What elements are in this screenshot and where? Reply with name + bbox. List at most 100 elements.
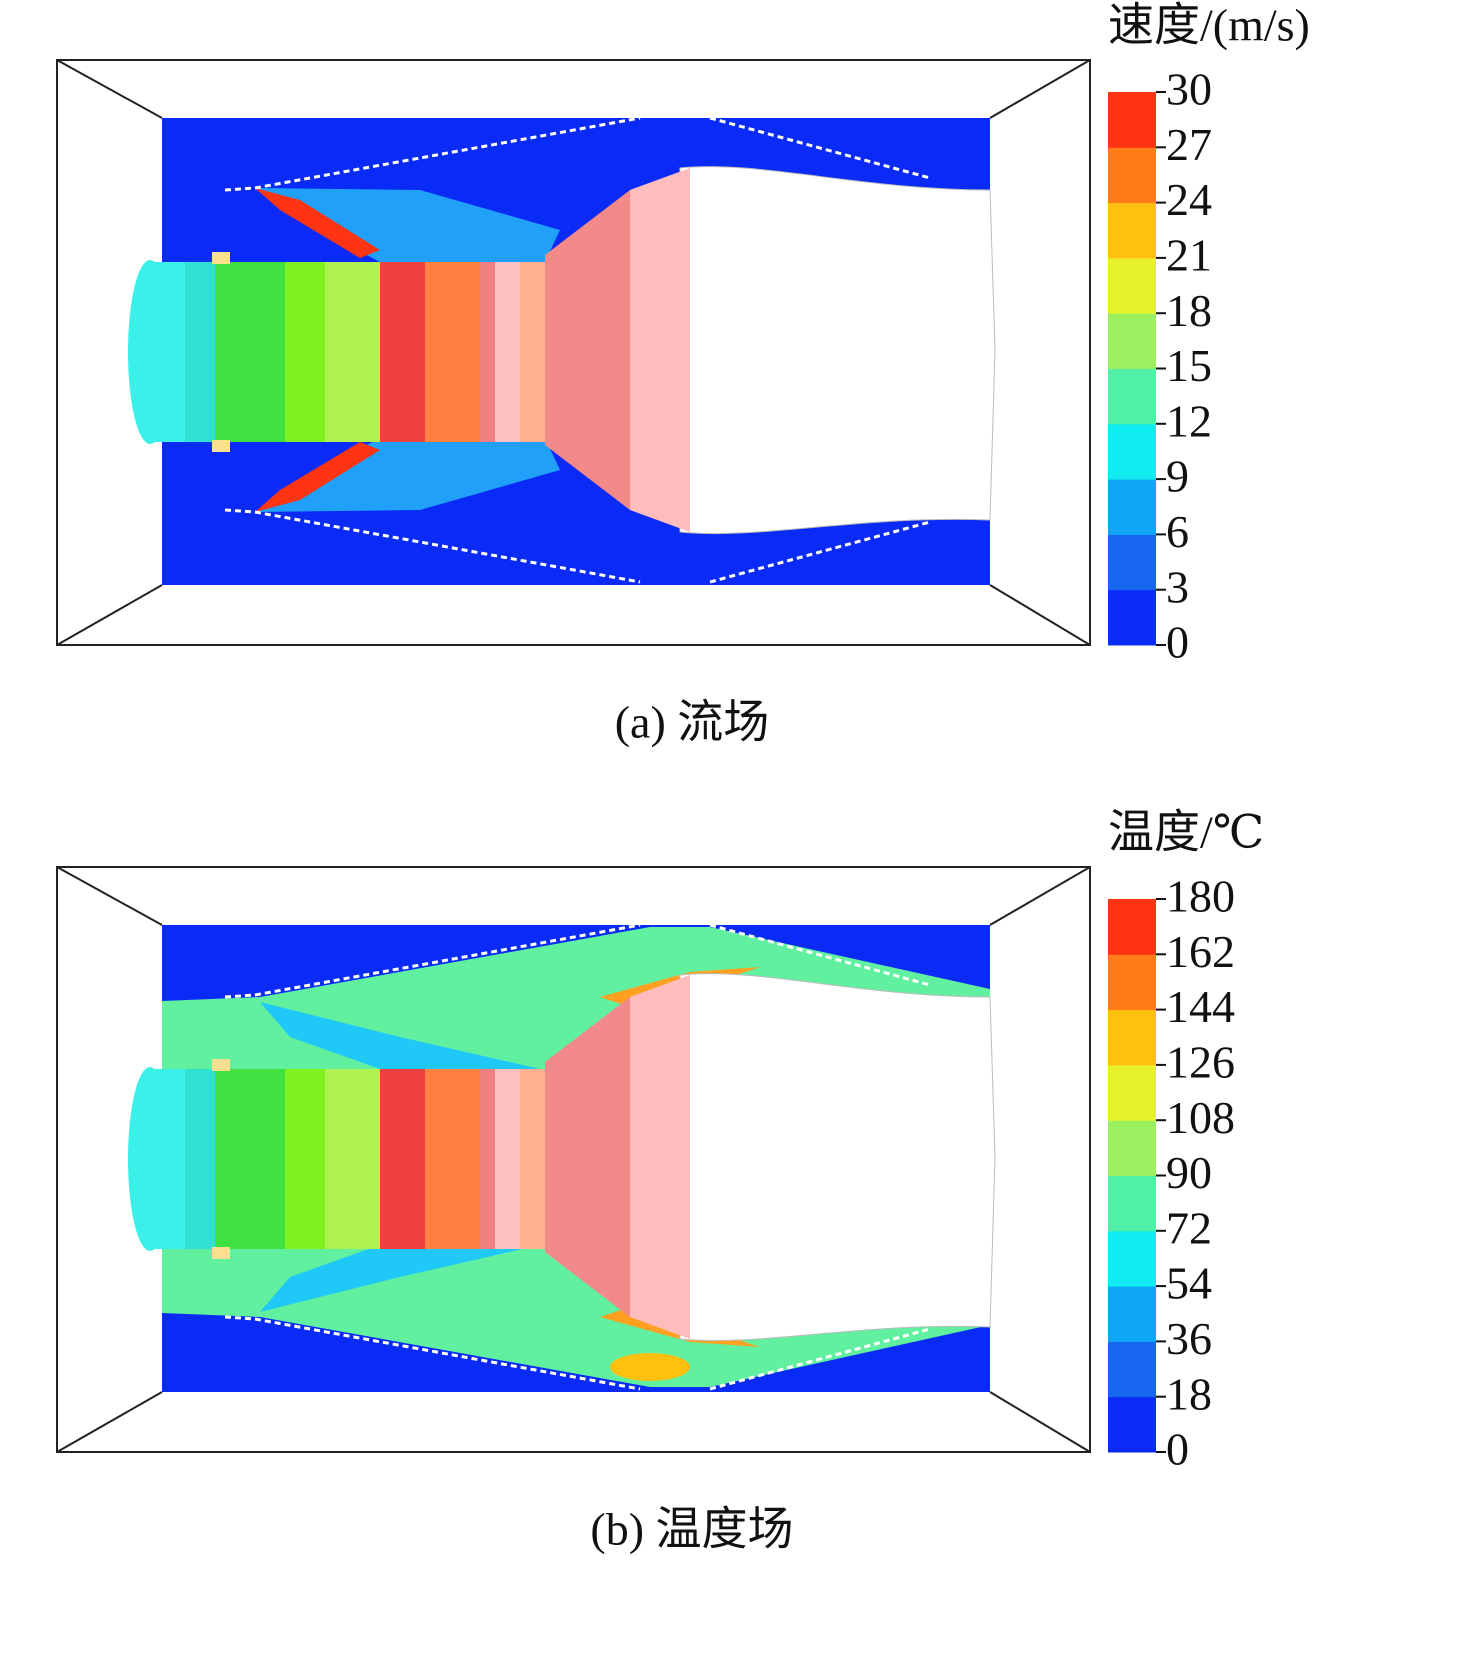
colorbar-band [1108, 92, 1156, 148]
colorbar-band [1108, 257, 1156, 314]
dashed-boundary [254, 116, 641, 190]
cylinder-band [285, 262, 325, 442]
colorbar-tick-label: 90 [1166, 1147, 1212, 1198]
colorbar-band [1108, 1009, 1156, 1066]
colorbar-band [1108, 1230, 1156, 1287]
plume-body [679, 166, 996, 535]
dashed-boundary [254, 510, 641, 584]
perspective-edge [56, 584, 163, 646]
colorbar-tick-label: 3 [1166, 561, 1189, 612]
perspective-edge [989, 1391, 1091, 1453]
cool-streak [260, 1002, 540, 1069]
cylinder-band [425, 1069, 480, 1249]
nozzle [212, 440, 230, 452]
colorbar-band [1108, 1064, 1156, 1121]
cylinder-band [380, 1069, 425, 1249]
perspective-edge [989, 866, 1091, 926]
colorbar-tick-label: 6 [1166, 506, 1189, 557]
colorbar-band [1108, 202, 1156, 259]
colorbar-tick-label: 126 [1166, 1036, 1235, 1087]
dashed-boundary [709, 1327, 931, 1391]
colorbar-tick-label: 18 [1166, 285, 1212, 336]
cool-streak [260, 1245, 540, 1312]
cylinder-band [480, 1069, 495, 1249]
perspective-edge [56, 59, 163, 119]
colorbar-band [1108, 147, 1156, 204]
perspective-edge [989, 584, 1091, 646]
plume-cone-outer [630, 975, 690, 1339]
colorbar-band [1108, 589, 1156, 646]
cylinder-band [480, 262, 495, 442]
nozzle [212, 252, 230, 264]
dashed-boundary [709, 520, 931, 584]
colorbar-tick-label: 0 [1166, 1424, 1189, 1475]
cylinder-band [520, 1069, 545, 1249]
colorbar-tick-label: 24 [1166, 174, 1212, 225]
colorbar-tick-label: 108 [1166, 1092, 1235, 1143]
colorbar-tick-label: 12 [1166, 395, 1212, 446]
colorbar-band [1108, 479, 1156, 535]
nozzle [212, 1247, 230, 1259]
cylinder-band [520, 262, 545, 442]
colorbar-band [1108, 1286, 1156, 1342]
colorbar-band [1108, 423, 1156, 480]
dashed-boundary [254, 1317, 641, 1391]
colorbar-band [1108, 313, 1156, 369]
colorbar-tick-label: 9 [1166, 451, 1189, 502]
colorbar-tick-label: 144 [1166, 981, 1235, 1032]
dashed-boundary [224, 508, 256, 514]
cylinder-band [380, 262, 425, 442]
colorbar-tick-label: 15 [1166, 340, 1212, 391]
colorbar-tick-label: 36 [1166, 1313, 1212, 1364]
cylinder-band [425, 262, 480, 442]
dashed-boundary [709, 116, 931, 180]
cylinder-band [150, 1069, 185, 1249]
dashed-boundary [224, 993, 256, 999]
nozzle [212, 1059, 230, 1071]
colorbar-title: 温度/℃ [1108, 807, 1264, 858]
cylinder-band [150, 262, 185, 442]
dashed-boundary [224, 1315, 256, 1321]
colorbar-title: 速度/(m/s) [1108, 0, 1310, 51]
plume-cone [545, 997, 630, 1317]
colorbar-tick-label: 21 [1166, 229, 1212, 280]
dashed-boundary [224, 186, 256, 192]
perspective-edge [56, 866, 163, 926]
colorbar-band [1108, 534, 1156, 591]
colorbar-tick-label: 162 [1166, 926, 1235, 977]
colorbar-band [1108, 899, 1156, 955]
perspective-edge [989, 59, 1091, 119]
plume-body [679, 973, 996, 1342]
cylinder-band [285, 1069, 325, 1249]
jet-core [255, 442, 380, 512]
dashed-boundary [709, 923, 931, 987]
panel-caption: (b) 温度场 [590, 1504, 793, 1555]
colorbar-tick-label: 30 [1166, 64, 1212, 115]
colorbar-tick-label: 27 [1166, 119, 1212, 170]
colorbar-band [1108, 954, 1156, 1011]
cylinder-band [215, 1069, 285, 1249]
colorbar-tick-label: 72 [1166, 1202, 1212, 1253]
cylinder-band [185, 1069, 215, 1249]
colorbar-band [1108, 1341, 1156, 1398]
cylinder-band [495, 262, 520, 442]
panel-caption: (a) 流场 [615, 697, 770, 748]
colorbar-tick-label: 180 [1166, 871, 1235, 922]
colorbar-tick-label: 54 [1166, 1258, 1212, 1309]
colorbar-band [1108, 1175, 1156, 1232]
dashed-boundary [254, 923, 641, 997]
cylinder-band [215, 262, 285, 442]
colorbar-tick-label: 0 [1166, 617, 1189, 668]
colorbar-tick-label: 18 [1166, 1368, 1212, 1419]
cylinder-band [495, 1069, 520, 1249]
hot-spot [610, 1353, 690, 1381]
plume-cone [545, 190, 630, 510]
cylinder-band [325, 262, 380, 442]
jet-cloud [255, 188, 560, 262]
cylinder-band [185, 262, 215, 442]
jet-cloud [255, 438, 560, 512]
plume-cone-outer [630, 168, 690, 532]
